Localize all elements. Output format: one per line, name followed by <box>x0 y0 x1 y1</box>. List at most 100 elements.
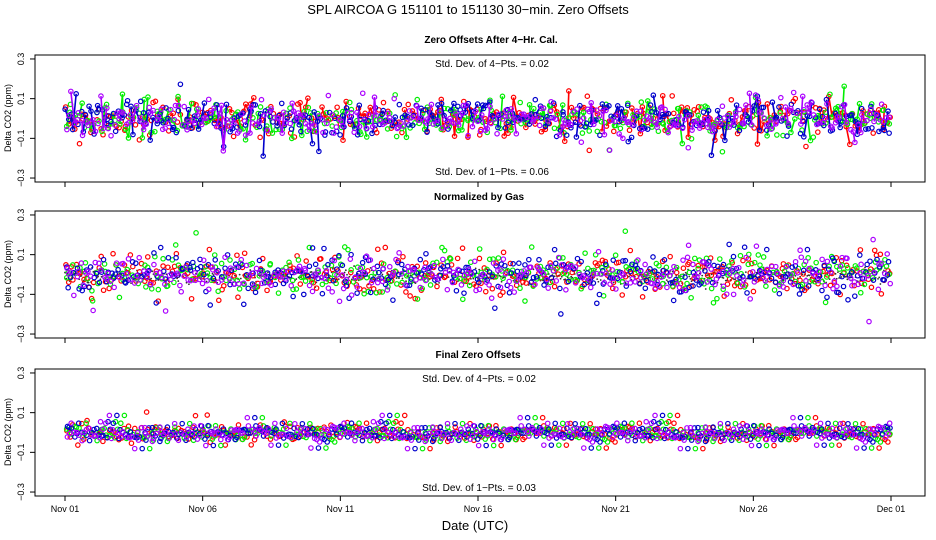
panel-data <box>63 409 893 452</box>
data-point <box>876 128 882 135</box>
data-point <box>885 108 891 114</box>
data-point <box>500 289 506 296</box>
data-point <box>669 93 675 99</box>
data-point <box>594 300 600 307</box>
data-point <box>690 280 693 283</box>
data-point <box>203 115 209 122</box>
data-point <box>553 275 556 278</box>
data-point <box>373 290 380 296</box>
data-point <box>133 102 140 109</box>
data-point <box>324 439 331 445</box>
data-point <box>685 445 691 452</box>
data-point <box>384 126 391 132</box>
data-point <box>748 260 755 267</box>
data-point <box>241 250 248 257</box>
data-point <box>708 266 715 272</box>
data-point <box>864 111 870 117</box>
data-point <box>737 252 744 259</box>
data-point <box>788 105 794 112</box>
data-point <box>572 420 578 427</box>
data-point <box>530 105 537 112</box>
series-segment <box>304 123 311 131</box>
data-point <box>819 256 825 263</box>
data-point <box>267 271 269 274</box>
data-point <box>506 289 513 296</box>
data-point <box>283 442 289 448</box>
data-point <box>726 124 733 130</box>
data-point <box>834 283 840 290</box>
data-point <box>609 285 616 292</box>
data-point <box>673 264 680 271</box>
data-point <box>815 129 821 135</box>
data-point <box>383 117 389 124</box>
data-point <box>343 271 346 274</box>
data-point <box>763 122 770 129</box>
data-point <box>505 113 511 119</box>
data-point <box>617 125 624 132</box>
data-point <box>248 442 255 448</box>
data-point <box>293 117 300 123</box>
data-point <box>295 278 298 280</box>
data-point <box>439 125 446 131</box>
data-point <box>252 414 258 421</box>
data-point <box>73 91 79 97</box>
series-segment <box>860 114 863 133</box>
data-point <box>296 121 303 128</box>
data-point <box>441 274 448 281</box>
x-axis-ticks <box>64 182 892 187</box>
data-point <box>257 104 264 110</box>
data-point <box>695 103 702 110</box>
series-segment <box>450 103 455 111</box>
data-point <box>710 299 717 306</box>
data-point <box>752 92 759 98</box>
data-point <box>348 292 355 298</box>
data-point <box>493 260 499 266</box>
data-point <box>245 423 252 429</box>
data-point <box>597 439 603 445</box>
data-point <box>395 124 402 131</box>
data-point <box>65 284 71 291</box>
data-point <box>841 269 847 276</box>
data-point <box>650 254 656 260</box>
data-point <box>556 442 562 448</box>
data-point <box>381 120 388 126</box>
data-point <box>306 244 313 251</box>
data-point <box>155 114 162 120</box>
data-point <box>313 285 320 291</box>
data-point <box>630 114 637 121</box>
data-point <box>139 445 146 452</box>
data-point <box>864 117 870 124</box>
data-point <box>369 130 375 137</box>
data-point <box>311 122 318 129</box>
data-point <box>215 288 221 295</box>
data-point <box>337 132 343 138</box>
data-point <box>114 412 120 419</box>
data-point <box>768 126 775 132</box>
data-point <box>722 277 725 279</box>
data-point <box>492 115 498 122</box>
data-point <box>679 125 686 132</box>
data-point <box>316 439 323 445</box>
data-point <box>308 445 314 451</box>
data-point <box>659 412 666 419</box>
data-point <box>248 103 255 110</box>
data-point <box>840 276 843 278</box>
series-segment <box>363 119 368 129</box>
data-point <box>592 251 599 258</box>
data-point <box>358 131 364 138</box>
data-point <box>188 283 190 286</box>
data-point <box>488 295 495 301</box>
data-point <box>97 418 104 425</box>
data-point <box>376 289 383 295</box>
data-point <box>477 277 479 280</box>
data-point <box>788 107 794 114</box>
data-point <box>637 108 644 114</box>
data-point <box>771 287 778 293</box>
data-point <box>566 88 572 94</box>
data-point <box>173 129 180 136</box>
data-point <box>622 228 629 235</box>
data-point <box>814 121 820 128</box>
data-point <box>539 414 546 421</box>
data-point <box>110 110 117 117</box>
data-point <box>614 268 620 275</box>
